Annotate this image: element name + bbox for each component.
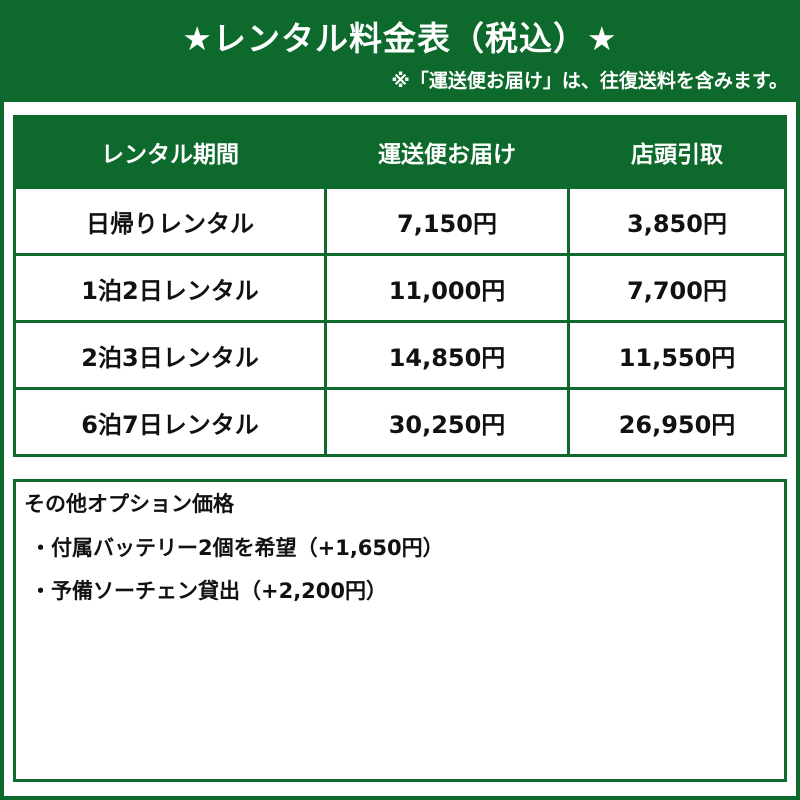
option-item: ・付属バッテリー2個を希望（+1,650円）	[30, 536, 444, 560]
shipping-note: ※「運送便お届け」は、往復送料を含みます。	[391, 70, 788, 92]
pickup-price-cell: 7,700円	[567, 253, 787, 323]
header-pickup: 店頭引取	[567, 115, 787, 189]
options-box: その他オプション価格 ・付属バッテリー2個を希望（+1,650円） ・予備ソーチ…	[13, 479, 787, 782]
page-title: ★レンタル料金表（税込）★	[182, 19, 618, 58]
delivery-price-cell: 30,250円	[324, 387, 570, 457]
delivery-price-cell: 14,850円	[324, 320, 570, 390]
option-item: ・予備ソーチェン貸出（+2,200円）	[30, 579, 388, 603]
pickup-price-cell: 26,950円	[567, 387, 787, 457]
price-table: レンタル期間 運送便お届け 店頭引取 日帰りレンタル 7,150円 3,850円…	[13, 115, 787, 457]
period-cell: 1泊2日レンタル	[13, 253, 327, 323]
table-header-row: レンタル期間 運送便お届け 店頭引取	[13, 115, 787, 189]
period-cell: 6泊7日レンタル	[13, 387, 327, 457]
header-period: レンタル期間	[13, 115, 327, 189]
delivery-price-cell: 7,150円	[324, 186, 570, 256]
pickup-price-cell: 3,850円	[567, 186, 787, 256]
period-cell: 2泊3日レンタル	[13, 320, 327, 390]
table-row: 6泊7日レンタル 30,250円 26,950円	[13, 387, 787, 457]
table-row: 1泊2日レンタル 11,000円 7,700円	[13, 253, 787, 323]
delivery-price-cell: 11,000円	[324, 253, 570, 323]
period-cell: 日帰りレンタル	[13, 186, 327, 256]
header-delivery: 運送便お届け	[324, 115, 570, 189]
table-row: 日帰りレンタル 7,150円 3,850円	[13, 186, 787, 256]
table-row: 2泊3日レンタル 14,850円 11,550円	[13, 320, 787, 390]
pickup-price-cell: 11,550円	[567, 320, 787, 390]
options-heading: その他オプション価格	[24, 492, 234, 516]
